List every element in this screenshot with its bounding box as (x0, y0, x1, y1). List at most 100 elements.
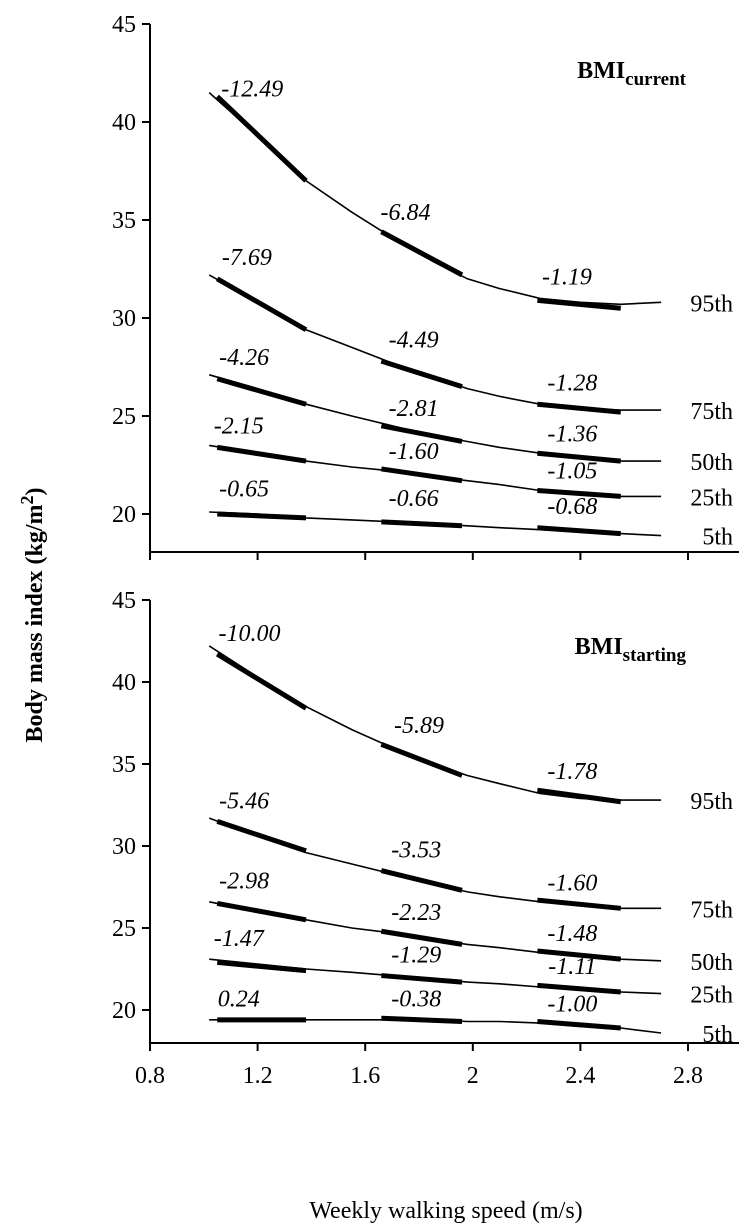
slope-label: -1.60 (389, 439, 439, 465)
slope-segment (537, 948, 621, 962)
series-25th: -1.47 -1.29 -1.11 25th (209, 926, 733, 1009)
slope-label: -1.36 (547, 421, 597, 447)
slope-segment (381, 1015, 463, 1024)
y-tick-label: 25 (112, 916, 136, 942)
percentile-label: 5th (702, 525, 733, 551)
slope-segment (537, 787, 622, 805)
slope-label: -0.66 (389, 486, 439, 512)
series-50th: -4.26 -2.81 -1.36 50th (208, 345, 733, 476)
y-tick-label: 35 (112, 752, 136, 778)
slope-label: -0.65 (219, 476, 269, 502)
slope-label: -2.81 (389, 396, 439, 422)
slope-label: -4.26 (219, 345, 269, 371)
panel-title-main: BMI (577, 58, 625, 84)
series-75th: -7.69 -4.49 -1.28 75th (208, 245, 733, 425)
slope-label: -10.00 (219, 621, 281, 647)
slope-segment (537, 1018, 621, 1031)
x-axis-title: Weekly walking speed (m/s) (309, 1198, 582, 1224)
y-axis-title: Body mass index (kg/m2) (17, 487, 48, 742)
percentile-label: 95th (690, 789, 733, 815)
percentile-label: 25th (690, 983, 733, 1009)
slope-label: -1.47 (214, 926, 265, 952)
y-tick-label: 25 (112, 404, 136, 430)
slope-label: -1.48 (547, 921, 597, 947)
percentile-label: 75th (690, 897, 733, 923)
y-tick-label: 30 (112, 834, 136, 860)
slope-segment (380, 741, 463, 778)
series-50th: -2.98 -2.23 -1.48 50th (209, 869, 733, 976)
slope-label: -3.53 (391, 837, 441, 863)
slope-segment (537, 525, 621, 537)
slope-label: -0.38 (391, 987, 441, 1013)
panel-title: BMIstarting (575, 634, 687, 666)
slope-label: -1.11 (548, 954, 596, 980)
slope-segment (215, 651, 308, 711)
slope-label: -1.28 (547, 371, 597, 397)
slope-label: -1.00 (547, 992, 597, 1018)
slope-label: -6.84 (381, 200, 431, 226)
panel-title-main: BMI (575, 634, 623, 660)
slope-segment (216, 900, 307, 923)
panel-starting: 20 25 30 35 40 45 BMIstarting -10.00 -5.89 -1.78 9… (112, 588, 739, 1051)
slope-segment (380, 358, 463, 389)
x-tick-label: 0.8 (135, 1063, 165, 1089)
x-tick-label: 2.8 (673, 1063, 703, 1089)
slope-label: -5.46 (219, 788, 269, 814)
slope-segment (537, 401, 621, 415)
slope-label: -2.23 (391, 900, 441, 926)
percentile-label: 5th (702, 1022, 733, 1048)
slope-label: -4.49 (389, 327, 439, 353)
slope-segment (381, 973, 463, 985)
series-5th: -0.65 -0.66 -0.68 5th (209, 476, 733, 551)
panel-title: BMIcurrent (577, 58, 687, 90)
slope-segment (216, 819, 307, 854)
slope-label: 0.24 (218, 987, 260, 1013)
slope-label: -0.68 (547, 494, 597, 520)
slope-label: -1.05 (547, 459, 597, 485)
percentile-label: 75th (690, 399, 733, 425)
slope-label: -5.89 (394, 713, 444, 739)
slope-segment (216, 444, 307, 464)
y-axis-title-main: Body mass index (kg/m (22, 504, 48, 742)
series-25th: -2.15 -1.60 -1.05 25th (209, 414, 733, 511)
y-axis-title-close: ) (22, 487, 48, 495)
series-5th: 0.24 -0.38 -1.00 5th (209, 987, 733, 1048)
panel-title-sub: current (625, 69, 687, 90)
y-tick-label: 40 (112, 670, 136, 696)
slope-segment (380, 868, 463, 893)
panel-title-sub: starting (623, 645, 687, 666)
slope-label: -1.29 (391, 942, 441, 968)
slope-segment (537, 450, 621, 464)
slope-segment (216, 376, 307, 407)
slope-label: -2.15 (214, 414, 264, 440)
y-tick-label: 20 (112, 998, 136, 1024)
slope-segment (215, 94, 308, 183)
slope-label: -1.19 (542, 265, 592, 291)
slope-label: -2.98 (219, 869, 269, 895)
slope-segment (537, 297, 621, 311)
slope-segment (380, 928, 463, 947)
x-tick-label: 1.6 (350, 1063, 380, 1089)
percentile-label: 50th (690, 450, 733, 476)
percentile-label: 50th (690, 950, 733, 976)
x-tick-label: 2 (467, 1063, 479, 1089)
slope-segment (380, 229, 464, 278)
slope-segment (537, 982, 621, 995)
x-tick-label: 2.4 (565, 1063, 595, 1089)
series-75th: -5.46 -3.53 -1.60 75th (208, 788, 733, 923)
slope-segment (537, 487, 621, 499)
slope-segment (380, 423, 463, 444)
y-tick-label: 45 (112, 588, 136, 614)
slope-label: -1.60 (547, 870, 597, 896)
y-tick-label: 20 (112, 502, 136, 528)
series-line (208, 92, 662, 306)
series-95th: -10.00 -5.89 -1.78 95th (208, 621, 733, 815)
slope-segment (537, 897, 621, 911)
y-axis-title-sup: 2 (17, 495, 37, 504)
percentile-label: 95th (690, 291, 733, 317)
y-tick-label: 40 (112, 110, 136, 136)
slope-label: -7.69 (222, 245, 272, 271)
slope-label: -1.78 (547, 759, 597, 785)
slope-segment (380, 466, 463, 484)
